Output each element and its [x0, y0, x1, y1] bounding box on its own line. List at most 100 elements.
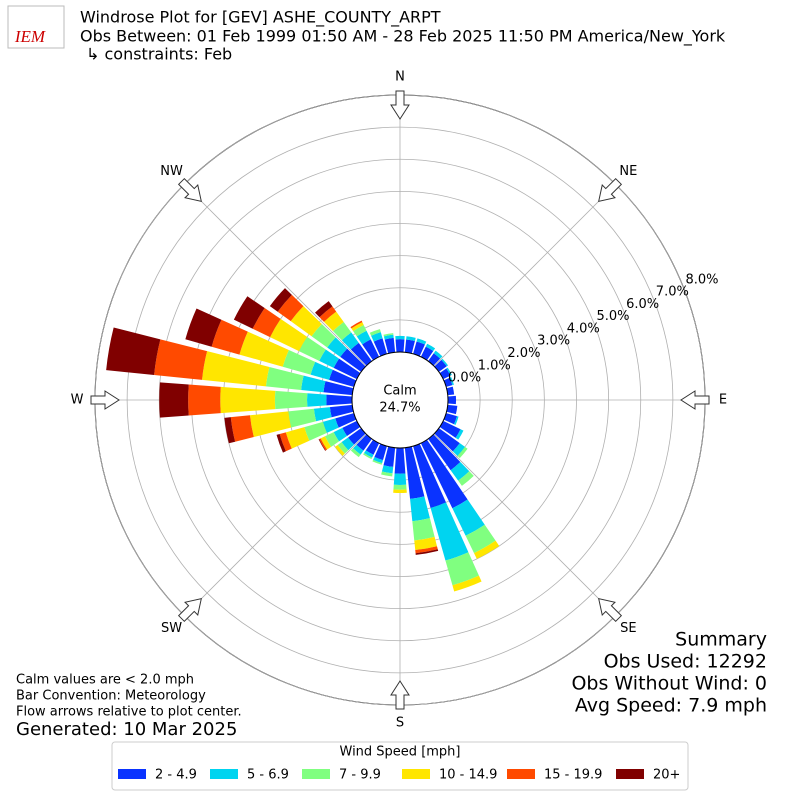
bar-segment: [434, 428, 460, 452]
bar-segment: [433, 350, 443, 359]
bar-segment: [319, 349, 340, 368]
bar-segment: [185, 308, 222, 347]
bar-segment: [420, 346, 434, 361]
bar-segment: [394, 447, 406, 474]
bar-segment: [290, 306, 322, 337]
legend-label: 10 - 14.9: [439, 768, 497, 783]
bar-segment: [269, 288, 292, 312]
bar-segment: [458, 471, 474, 486]
legend-label: 5 - 6.9: [247, 768, 289, 783]
bar-segment: [324, 432, 340, 447]
bar-segment: [315, 301, 333, 318]
bar-segment: [383, 333, 394, 337]
bar-segment: [274, 390, 308, 410]
bar-segment: [474, 540, 500, 559]
summary-line: Obs Used: 12292: [604, 651, 767, 673]
r-tick-label: 7.0%: [656, 285, 689, 300]
bar-segment: [327, 337, 348, 357]
legend-label: 15 - 19.9: [544, 768, 602, 783]
bar-segment: [351, 322, 364, 332]
bar-segment: [329, 369, 357, 387]
summary-line: Avg Speed: 7.9 mph: [575, 695, 767, 717]
bar-segment: [277, 294, 304, 322]
bar-segment: [371, 332, 383, 342]
bar-segment: [326, 394, 353, 406]
bar-segment: [381, 465, 394, 474]
generated: Generated: 10 Mar 2025: [16, 719, 237, 740]
compass-label: W: [71, 393, 84, 408]
bar-segment: [404, 339, 415, 354]
bar-segment: [446, 367, 452, 376]
bar-segment: [404, 446, 425, 499]
bar-segment: [449, 377, 454, 386]
flow-arrow: [177, 598, 202, 623]
bar-segment: [350, 320, 363, 329]
bar-segment: [356, 330, 371, 345]
r-tick-label: 5.0%: [596, 309, 629, 324]
bar-segment: [454, 416, 459, 425]
bar-segment: [333, 358, 361, 380]
r-tick-label: 2.0%: [507, 346, 540, 361]
bar-segment: [188, 384, 221, 416]
legend-swatch: [210, 769, 238, 779]
bar-segment: [342, 420, 361, 437]
bar-segment: [335, 413, 357, 428]
bar-segment: [455, 429, 464, 440]
legend-box: [111, 741, 689, 791]
calm-value: 24.7%: [379, 401, 420, 416]
bar-segment: [301, 375, 326, 393]
bar-segment: [373, 456, 383, 464]
bar-segment: [430, 502, 469, 561]
bar-segment: [372, 459, 383, 465]
bar-segment: [265, 366, 304, 390]
bar-segment: [356, 434, 372, 451]
bar-segment: [446, 386, 455, 396]
bar-segment: [406, 336, 416, 342]
bar-segment: [288, 408, 317, 428]
logo-text: IEM: [14, 27, 46, 46]
bar-segment: [310, 361, 333, 380]
bar-segment: [329, 404, 354, 418]
bar-segment: [230, 415, 254, 442]
calm-circle: [351, 351, 449, 449]
bar-segment: [322, 418, 339, 433]
note-line: Calm values are < 2.0 mph: [16, 673, 194, 688]
r-tick-label: 8.0%: [685, 272, 718, 287]
bar-segment: [450, 462, 470, 481]
legend-label: 2 - 4.9: [155, 768, 197, 783]
logo: IEM: [7, 5, 65, 49]
bar-segment: [224, 417, 236, 444]
bar-segment: [413, 443, 447, 509]
bar-segment: [412, 518, 435, 541]
bar-segment: [420, 439, 468, 509]
bar-segment: [285, 427, 310, 449]
bar-segment: [313, 407, 332, 422]
bar-segment: [341, 437, 355, 451]
bar-segment: [323, 381, 354, 396]
bar-segment: [307, 393, 327, 407]
bar-segment: [320, 436, 332, 450]
compass-label: E: [719, 393, 727, 408]
bar-segment: [270, 318, 308, 352]
r-tick-label: 3.0%: [537, 334, 570, 349]
legend-swatch: [302, 769, 330, 779]
r-tick-label: 4.0%: [567, 321, 600, 336]
bar-segment: [239, 331, 289, 367]
legend-swatch: [507, 769, 535, 779]
bar-segment: [452, 499, 485, 536]
bar-segment: [446, 404, 458, 415]
flow-arrow: [90, 390, 120, 410]
chart-title: Windrose Plot for [GEV] ASHE_COUNTY_ARPT: [80, 8, 441, 28]
legend-label: 20+: [653, 768, 680, 783]
bar-segment: [393, 489, 407, 493]
grid-spoke: [184, 433, 367, 616]
bar-segment: [443, 413, 458, 425]
bar-segment: [298, 336, 326, 361]
bar-segment: [353, 324, 367, 337]
note-line: Bar Convention: Meteorology: [16, 689, 206, 704]
bar-segment: [276, 434, 286, 453]
bar-segment: [350, 342, 372, 366]
bar-segment: [319, 306, 337, 322]
flow-arrow: [390, 90, 410, 120]
